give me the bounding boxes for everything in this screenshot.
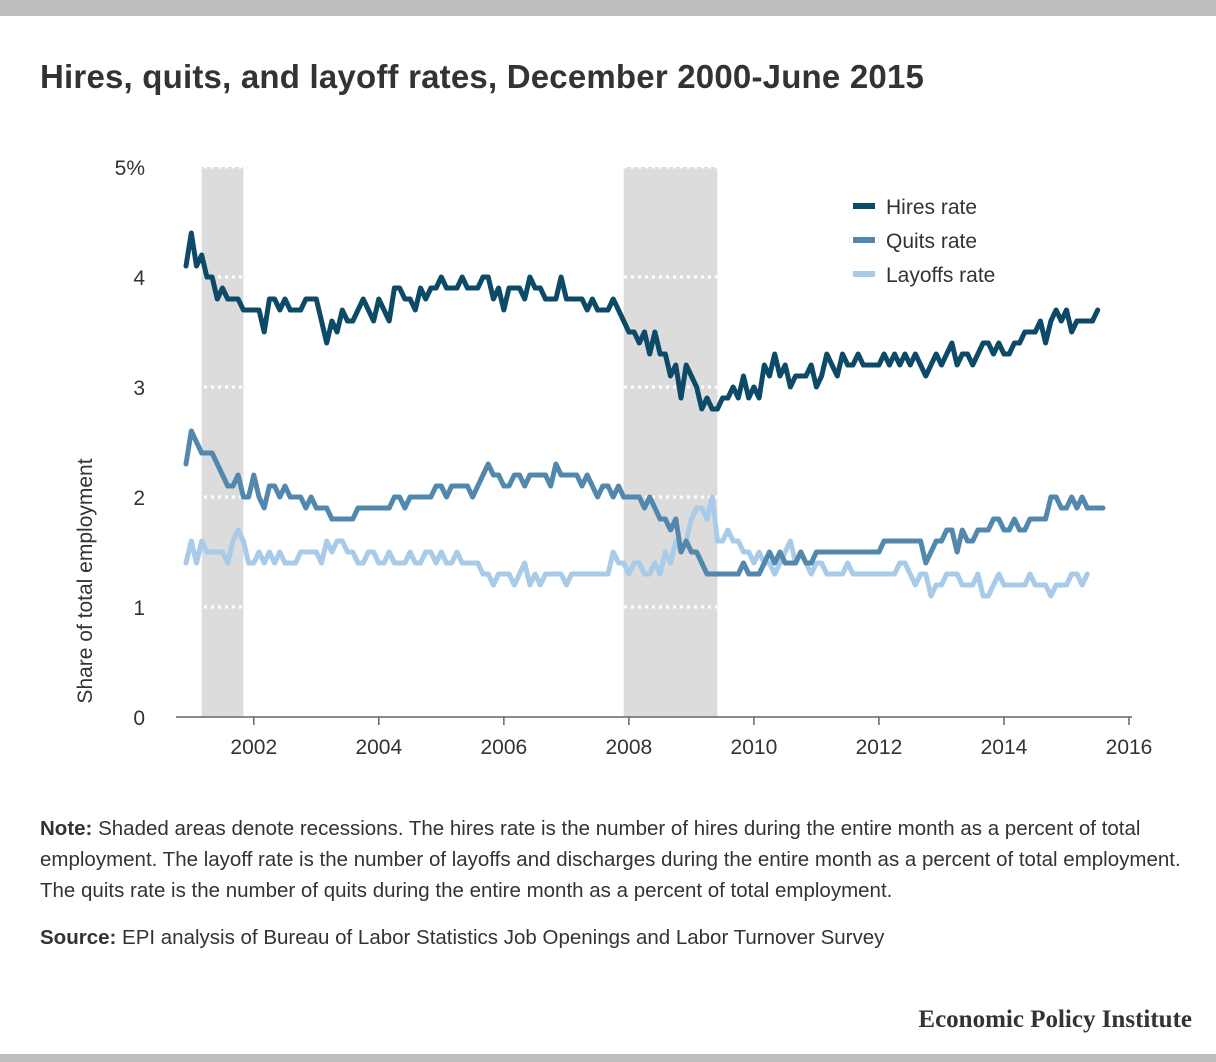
brand-logo: Economic Policy Institute bbox=[918, 1006, 1192, 1033]
notes-section: Note: Shaded areas denote recessions. Th… bbox=[40, 813, 1190, 953]
y-tick-label: 1 bbox=[133, 597, 145, 620]
chart-title: Hires, quits, and layoff rates, December… bbox=[40, 58, 925, 95]
top-border bbox=[0, 0, 1216, 16]
source-paragraph: Source: EPI analysis of Bureau of Labor … bbox=[40, 922, 1190, 953]
series-line bbox=[183, 494, 1090, 599]
x-tick-label: 2010 bbox=[731, 736, 778, 759]
line-chart: 2002 2004 2006 2008 2010 2012 2014 2016012345% … bbox=[74, 157, 1153, 759]
y-axis-label: Share of total employment bbox=[74, 458, 97, 703]
note-paragraph: Note: Shaded areas denote recessions. Th… bbox=[40, 813, 1190, 906]
x-tick-label: 2002 bbox=[230, 736, 277, 759]
gridlines bbox=[176, 165, 1129, 609]
x-tick-label: 2008 bbox=[606, 736, 653, 759]
x-tick-label: 2006 bbox=[480, 736, 527, 759]
y-tick-label: 2 bbox=[133, 487, 145, 510]
legend-label: Hires rate bbox=[886, 196, 977, 219]
x-tick-label: 2012 bbox=[856, 736, 903, 759]
series-line bbox=[183, 230, 1101, 412]
series-line bbox=[183, 428, 1106, 577]
source-label: Source: bbox=[40, 926, 117, 949]
legend-label: Quits rate bbox=[886, 230, 977, 253]
y-tick-label: 4 bbox=[133, 267, 145, 290]
recession-band bbox=[201, 167, 244, 717]
x-tick-label: 2016 bbox=[1106, 736, 1153, 759]
note-label: Note: bbox=[40, 817, 93, 840]
legend-label: Layoffs rate bbox=[886, 264, 995, 287]
recession-shading bbox=[201, 167, 718, 717]
y-tick-label: 3 bbox=[133, 377, 145, 400]
y-tick-label: 5% bbox=[115, 157, 145, 180]
series-lines bbox=[183, 230, 1106, 599]
x-tick-label: 2014 bbox=[981, 736, 1028, 759]
note-text: Shaded areas denote recessions. The hire… bbox=[40, 817, 1181, 902]
bottom-border bbox=[0, 1054, 1216, 1062]
legend: Hires rate Quits rate Layoffs rate bbox=[853, 196, 995, 287]
source-text: EPI analysis of Bureau of Labor Statisti… bbox=[122, 926, 885, 949]
x-tick-label: 2004 bbox=[355, 736, 402, 759]
y-tick-label: 0 bbox=[133, 707, 145, 730]
axes: 2002 2004 2006 2008 2010 2012 2014 2016 0 1 2 3 4 5% bbox=[115, 157, 1153, 759]
recession-band bbox=[623, 167, 718, 717]
